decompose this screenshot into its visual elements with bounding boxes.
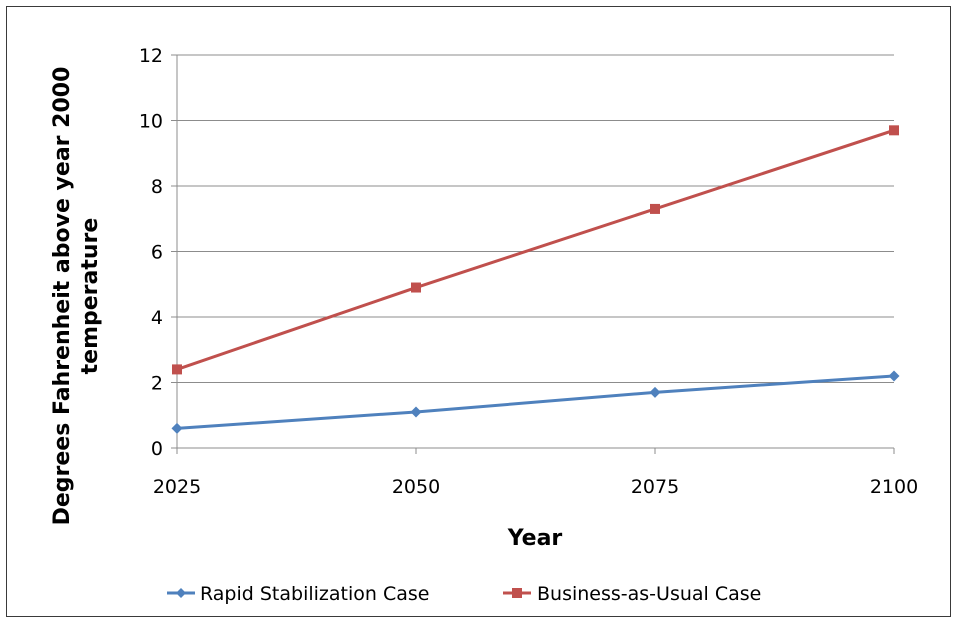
y-tick-label-12: 12 [139,45,163,67]
x-tick-label-2100: 2100 [870,476,918,498]
legend: Rapid Stabilization Case Business-as-Usu… [167,583,761,605]
y-axis-title-line1: Degrees Fahrenheit above year 2000 [50,67,75,526]
point-business-as-usual-2025 [172,364,182,375]
y-tick-labels: 0 2 4 6 8 10 12 [139,45,163,460]
y-tick-label-2: 2 [151,373,163,395]
legend-label-bau: Business-as-Usual Case [537,583,761,605]
series-line-business-as-usual [176,128,895,371]
y-tick-label-4: 4 [151,307,163,329]
point-rapid-stabilization-2100 [888,370,900,382]
point-business-as-usual-2100 [889,125,899,136]
series-line-rapid-stabilization [176,374,895,430]
line-chart: 0 2 4 6 8 10 12 2025 2050 2075 2100 Degrees Fahre… [50,45,918,605]
x-tick-labels: 2025 2050 2075 2100 [153,476,918,498]
x-axis-title: Year [507,526,563,551]
series-lines [171,125,900,434]
y-tick-label-8: 8 [151,176,163,198]
gridlines [177,54,894,383]
chart-frame: 0 2 4 6 8 10 12 2025 2050 2075 2100 Degrees Fahre… [6,6,951,617]
point-rapid-stabilization-2025 [171,422,183,434]
y-tick-label-0: 0 [151,438,163,460]
point-rapid-stabilization-2050 [410,406,422,418]
point-business-as-usual-2075 [650,203,660,214]
legend-swatch-rapid-marker [176,588,186,598]
point-business-as-usual-2050 [411,282,421,293]
y-axis-title-line2: temperature [78,218,103,375]
x-tick-label-2075: 2075 [631,476,679,498]
legend-label-rapid: Rapid Stabilization Case [200,583,429,605]
axes [171,54,895,454]
legend-swatch-bau-marker [512,588,522,598]
point-rapid-stabilization-2075 [649,386,661,398]
y-tick-label-10: 10 [139,111,163,133]
x-tick-label-2050: 2050 [392,476,440,498]
y-tick-label-6: 6 [151,242,163,264]
x-tick-label-2025: 2025 [153,476,201,498]
